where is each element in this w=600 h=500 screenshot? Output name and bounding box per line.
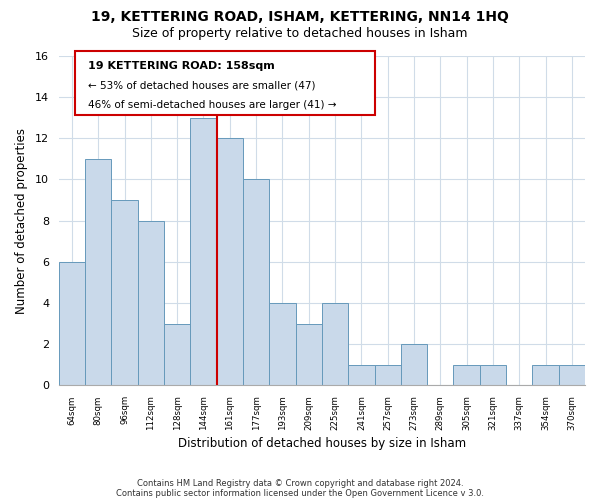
Text: 46% of semi-detached houses are larger (41) →: 46% of semi-detached houses are larger (… bbox=[88, 100, 336, 110]
Bar bbox=[85, 159, 112, 386]
Bar bbox=[59, 262, 85, 386]
Bar bbox=[190, 118, 217, 386]
Bar bbox=[559, 365, 585, 386]
Bar bbox=[243, 180, 269, 386]
Bar bbox=[401, 344, 427, 386]
Text: 19 KETTERING ROAD: 158sqm: 19 KETTERING ROAD: 158sqm bbox=[88, 60, 274, 70]
Bar bbox=[374, 365, 401, 386]
Bar bbox=[480, 365, 506, 386]
Bar bbox=[217, 138, 243, 386]
Bar bbox=[454, 365, 480, 386]
X-axis label: Distribution of detached houses by size in Isham: Distribution of detached houses by size … bbox=[178, 437, 466, 450]
Text: Contains HM Land Registry data © Crown copyright and database right 2024.: Contains HM Land Registry data © Crown c… bbox=[137, 478, 463, 488]
Text: Size of property relative to detached houses in Isham: Size of property relative to detached ho… bbox=[132, 28, 468, 40]
Bar bbox=[138, 220, 164, 386]
Text: ← 53% of detached houses are smaller (47): ← 53% of detached houses are smaller (47… bbox=[88, 80, 315, 90]
Bar bbox=[296, 324, 322, 386]
Bar bbox=[322, 303, 348, 386]
Bar bbox=[532, 365, 559, 386]
Bar bbox=[112, 200, 138, 386]
Bar bbox=[269, 303, 296, 386]
Bar bbox=[164, 324, 190, 386]
Text: 19, KETTERING ROAD, ISHAM, KETTERING, NN14 1HQ: 19, KETTERING ROAD, ISHAM, KETTERING, NN… bbox=[91, 10, 509, 24]
Y-axis label: Number of detached properties: Number of detached properties bbox=[15, 128, 28, 314]
Bar bbox=[348, 365, 374, 386]
Text: Contains public sector information licensed under the Open Government Licence v : Contains public sector information licen… bbox=[116, 488, 484, 498]
FancyBboxPatch shape bbox=[74, 51, 374, 115]
